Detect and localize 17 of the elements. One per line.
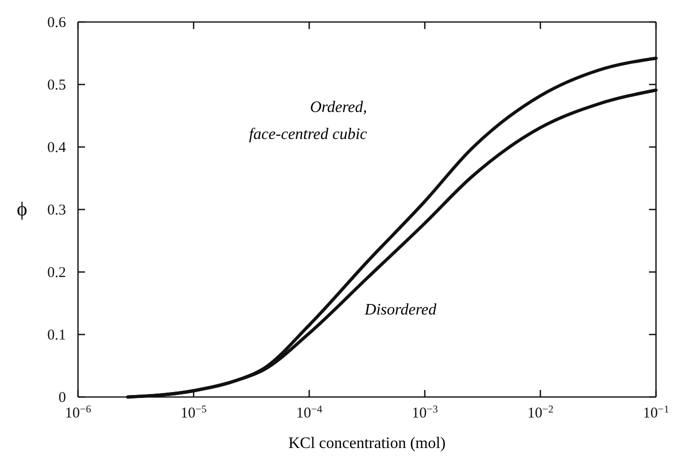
annotation: Disordered [364,302,438,318]
y-axis-title: ϕ [16,198,28,220]
x-tick-label: 10$^{−1}$ [642,404,670,422]
x-axis-title: KCl concentration (mol) [288,435,446,452]
y-tick-label: 0.5 [47,77,66,94]
y-tick-label: 0.1 [47,327,66,344]
x-tick-label: 10$^{−2}$ [527,404,554,422]
x-tick-label: 10$^{−6}$ [64,404,92,422]
x-tick-label: 10$^{−5}$ [180,404,207,422]
y-tick-label: 0 [58,390,66,406]
y-tick-label: 0.2 [47,264,66,281]
annotation: Ordered, face-centred cubic [248,99,367,143]
y-tick-label: 0.6 [47,14,66,31]
x-tick-label: 10$^{−3}$ [412,404,438,422]
y-tick-label: 0.3 [47,202,66,218]
x-tick-label: 10$^{−4}$ [296,404,324,422]
y-tick-label: 0.4 [47,140,66,156]
